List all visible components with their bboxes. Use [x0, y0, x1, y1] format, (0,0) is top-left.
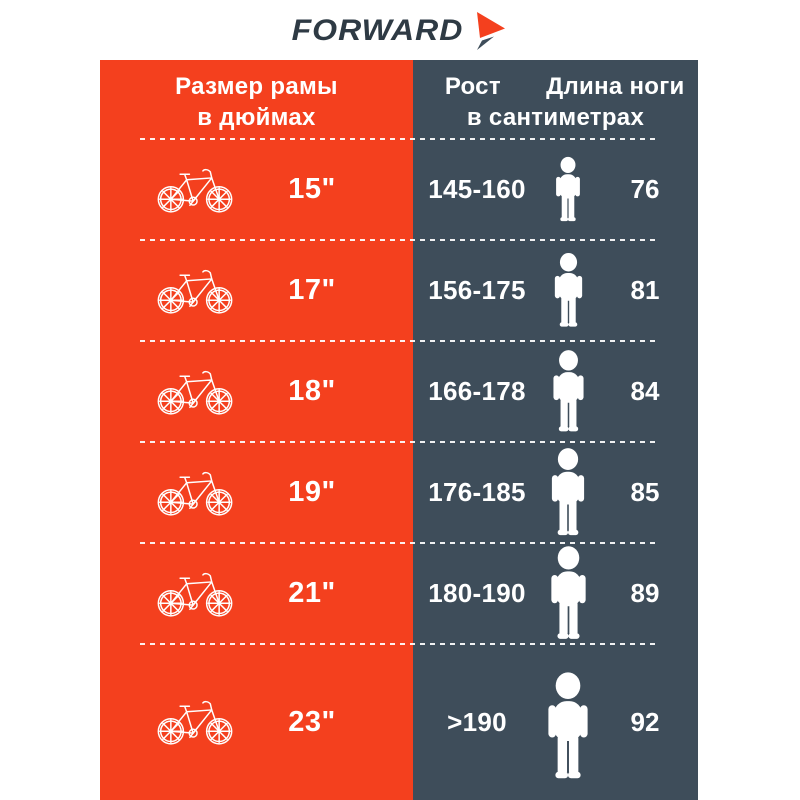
frame-size-panel-background	[100, 60, 413, 800]
frame-size-cell: 17"	[100, 240, 413, 341]
frame-size-value: 19"	[288, 476, 336, 508]
bicycle-icon	[156, 366, 234, 418]
height-leg-cell: 166-178 84	[413, 341, 698, 442]
brand-logo-text: FORWARD	[291, 12, 464, 47]
leg-length-value: 85	[630, 477, 660, 507]
frame-size-value: 21"	[288, 577, 336, 609]
size-row: 17" 156-175 81	[100, 239, 698, 341]
person-icon	[544, 545, 593, 643]
height-range-value: 166-178	[428, 376, 526, 406]
size-row: 15" 145-160 76	[100, 138, 698, 240]
frame-size-cell: 21"	[100, 543, 413, 644]
height-leg-cell: 176-185 85	[413, 442, 698, 543]
height-range-value: 145-160	[428, 174, 526, 204]
person-icon	[545, 447, 591, 539]
size-chart-table: Размер рамы в дюймах Рост Длина ноги в с…	[100, 60, 698, 800]
frame-size-cell: 18"	[100, 341, 413, 442]
size-row: 23" >190 92	[100, 643, 698, 800]
units-subheader: в сантиметрах	[466, 103, 645, 131]
height-leg-column-header: Рост Длина ноги в сантиметрах	[413, 60, 698, 139]
table-header: Размер рамы в дюймах Рост Длина ноги в с…	[100, 60, 698, 139]
leg-length-value: 89	[630, 578, 660, 608]
frame-size-value: 15"	[288, 173, 336, 205]
row-separator	[140, 542, 658, 544]
frame-size-value: 23"	[288, 705, 336, 738]
height-leg-cell: 145-160 76	[413, 139, 698, 240]
row-separator	[140, 643, 658, 645]
height-range-value: 156-175	[428, 275, 526, 305]
leg-length-value: 76	[630, 174, 660, 204]
row-separator	[140, 340, 658, 342]
frame-size-header-line1: Размер рамы	[175, 72, 338, 100]
height-leg-cell: 180-190 89	[413, 543, 698, 644]
frame-size-header-line2: в дюймах	[197, 103, 316, 131]
bicycle-icon	[156, 164, 234, 216]
leg-length-value: 92	[630, 706, 660, 737]
row-separator	[140, 441, 658, 443]
leg-length-value: 81	[630, 275, 660, 305]
person-icon	[551, 156, 585, 224]
height-range-value: 180-190	[428, 578, 526, 608]
height-leg-cell: >190 92	[413, 644, 698, 800]
height-range-value: 176-185	[428, 477, 526, 507]
size-row: 19" 176-185 85	[100, 441, 698, 543]
bicycle-icon	[156, 265, 234, 317]
frame-size-value: 18"	[288, 375, 336, 407]
brand-logo: FORWARD	[0, 0, 800, 60]
size-row: 21" 180-190 89	[100, 542, 698, 644]
frame-size-cell: 19"	[100, 442, 413, 543]
person-icon	[547, 349, 590, 435]
height-range-value: >190	[447, 706, 507, 737]
frame-size-cell: 15"	[100, 139, 413, 240]
height-column-header: Рост	[444, 72, 501, 100]
bicycle-icon	[156, 696, 234, 748]
frame-size-cell: 23"	[100, 644, 413, 800]
height-leg-cell: 156-175 81	[413, 240, 698, 341]
bicycle-icon	[156, 568, 234, 620]
row-separator	[140, 138, 658, 140]
size-row: 18" 166-178 84	[100, 340, 698, 442]
height-panel-background	[413, 60, 698, 800]
row-separator	[140, 239, 658, 241]
bicycle-icon	[156, 467, 234, 519]
frame-size-column-header: Размер рамы в дюймах	[100, 60, 413, 139]
person-icon	[549, 252, 588, 330]
person-icon	[540, 671, 596, 783]
leg-length-value: 84	[630, 376, 660, 406]
leg-length-column-header: Длина ноги	[546, 72, 685, 100]
brand-arrow-icon	[477, 12, 506, 50]
frame-size-value: 17"	[288, 274, 336, 306]
